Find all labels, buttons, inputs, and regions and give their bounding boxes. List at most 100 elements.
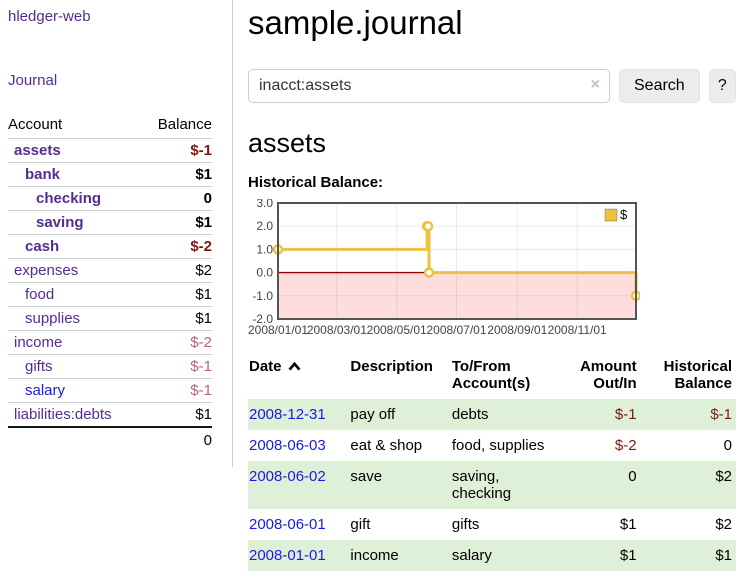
journal-link[interactable]: Journal [8, 72, 58, 89]
account-balance: $1 [141, 162, 212, 187]
account-row: cash $-2 [8, 234, 212, 259]
transaction-accounts: food, supplies [451, 437, 545, 454]
search-button[interactable]: Search [619, 69, 700, 103]
transaction-accounts: saving, checking [451, 468, 512, 502]
accounts-total-row: 0 [8, 426, 212, 453]
svg-text:2008/05/01: 2008/05/01 [367, 323, 427, 337]
account-balance: $1 [141, 282, 212, 307]
account-link[interactable]: liabilities:debts [14, 406, 112, 423]
transaction-accounts: gifts [451, 516, 480, 533]
svg-text:2008/09/01: 2008/09/01 [487, 323, 547, 337]
account-link[interactable]: food [25, 286, 55, 303]
register-header-amount: Amount Out/In [579, 358, 637, 392]
account-balance: 0 [141, 186, 212, 211]
transaction-amount: $-2 [614, 437, 637, 454]
accounts-total-value: 0 [141, 426, 212, 453]
svg-text:2008/03/01: 2008/03/01 [307, 323, 367, 337]
transaction-balance: 0 [723, 437, 732, 454]
account-row: salary $-1 [8, 378, 212, 403]
account-balance: $-1 [141, 378, 212, 403]
account-balance: $-2 [141, 234, 212, 259]
transaction-date-link[interactable]: 2008-06-03 [249, 437, 326, 454]
svg-text:-1.0: -1.0 [252, 289, 273, 303]
svg-text:2008/01/01: 2008/01/01 [248, 323, 308, 337]
transaction-description: eat & shop [350, 437, 423, 454]
account-row: bank $1 [8, 162, 212, 187]
clear-search-icon[interactable]: × [590, 76, 600, 93]
account-link[interactable]: bank [25, 166, 61, 183]
page-title: sample.journal [248, 4, 463, 41]
account-link[interactable]: cash [25, 238, 60, 255]
register-row: 2008-12-31 pay off debts $-1 $-1 [248, 399, 736, 430]
accounts-header-account: Account [8, 116, 63, 133]
account-row: checking 0 [8, 186, 212, 211]
transaction-balance: $1 [715, 547, 732, 564]
transaction-date-link[interactable]: 2008-12-31 [249, 406, 326, 423]
register-header-accounts: To/From Account(s) [451, 358, 531, 392]
search-input[interactable] [248, 69, 610, 103]
transaction-balance: $2 [715, 468, 732, 485]
register-table-body: 2008-12-31 pay off debts $-1 $-1 2008-06… [248, 399, 736, 571]
app-title-link[interactable]: hledger-web [8, 8, 91, 25]
account-row: food $1 [8, 282, 212, 307]
transaction-date-link[interactable]: 2008-06-02 [249, 468, 326, 485]
register-header-date[interactable]: Date [248, 356, 346, 399]
svg-text:$: $ [620, 207, 628, 222]
svg-text:0.0: 0.0 [256, 266, 273, 280]
transaction-date-link[interactable]: 2008-06-01 [249, 516, 326, 533]
register-row: 2008-06-03 eat & shop food, supplies $-2… [248, 430, 736, 461]
account-link[interactable]: checking [36, 190, 102, 207]
account-link[interactable]: saving [36, 214, 84, 231]
account-link[interactable]: income [14, 334, 63, 351]
main-content: sample.journal × Search ? assets Histori… [233, 0, 742, 571]
account-link[interactable]: salary [25, 382, 66, 399]
svg-text:1.0: 1.0 [256, 242, 273, 256]
account-row: saving $1 [8, 210, 212, 235]
help-button[interactable]: ? [708, 69, 736, 103]
register-row: 2008-06-01 gift gifts $1 $2 [248, 509, 736, 540]
transaction-amount: $1 [619, 516, 637, 533]
account-balance: $1 [141, 210, 212, 235]
account-balance: $1 [141, 306, 212, 331]
account-balance: $2 [141, 258, 212, 283]
chart-title: Historical Balance: [248, 174, 384, 191]
account-link[interactable]: supplies [25, 310, 81, 327]
account-title: assets [248, 128, 327, 158]
account-link[interactable]: expenses [14, 262, 79, 279]
balance-chart-svg: $3.0 2.0 1.0 0.0 -1.0 -2.02008/01/012008/03/0… [248, 199, 640, 337]
account-balance: $1 [141, 402, 212, 427]
register-header-description: Description [350, 358, 433, 375]
svg-text:2.0: 2.0 [256, 219, 273, 233]
account-balance: $-2 [141, 330, 212, 355]
register-header-balance: Historical Balance [663, 358, 732, 392]
transaction-amount: 0 [628, 468, 637, 485]
account-row: supplies $1 [8, 306, 212, 331]
register-table: Date Description To/From Account(s) Amou… [248, 356, 736, 571]
account-link[interactable]: gifts [25, 358, 53, 375]
svg-text:2008/07/01: 2008/07/01 [426, 323, 486, 337]
balance-chart: $3.0 2.0 1.0 0.0 -1.0 -2.0 2008/01/01 2008/03/0… [248, 199, 736, 343]
sidebar: hledger-web Journal Account Balance asse… [0, 0, 233, 467]
search-box: × [248, 69, 610, 103]
register-row: 2008-06-02 save saving, checking 0 $2 [248, 461, 736, 509]
transaction-date-link[interactable]: 2008-01-01 [249, 547, 326, 564]
accounts-header-row: Account Balance [8, 113, 212, 139]
transaction-description: income [350, 547, 399, 564]
sort-asc-icon [288, 361, 300, 371]
account-link[interactable]: assets [14, 142, 61, 159]
account-row: gifts $-1 [8, 354, 212, 379]
account-row: assets $-1 [8, 138, 212, 163]
transaction-accounts: debts [451, 406, 489, 423]
transaction-amount: $1 [619, 547, 637, 564]
accounts-table-body: assets $-1 bank $1 checking 0 saving $1 … [8, 138, 212, 427]
transaction-description: pay off [350, 406, 396, 423]
register-row: 2008-01-01 income salary $1 $1 [248, 540, 736, 571]
account-row: liabilities:debts $1 [8, 402, 212, 427]
accounts-table: Account Balance assets $-1 bank $1 check… [8, 113, 212, 453]
search-bar: × Search ? [248, 69, 736, 103]
account-balance: $-1 [141, 138, 212, 163]
account-row: income $-2 [8, 330, 212, 355]
account-row: expenses $2 [8, 258, 212, 283]
transaction-accounts: salary [451, 547, 492, 564]
accounts-header-balance: Balance [157, 116, 212, 133]
